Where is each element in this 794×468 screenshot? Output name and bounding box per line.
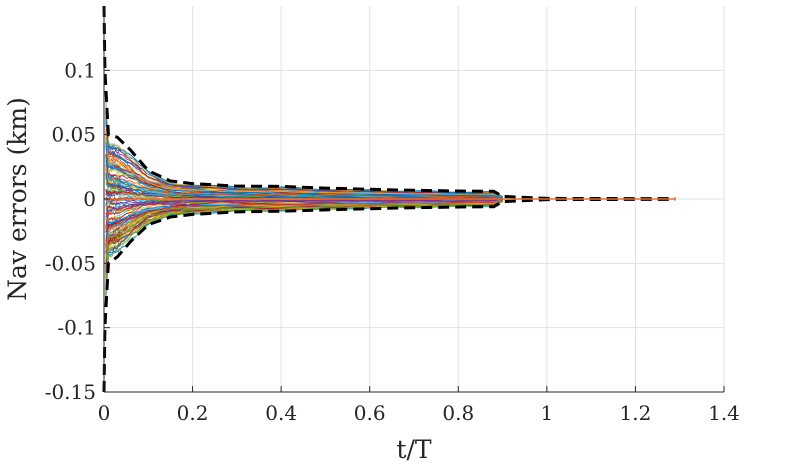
x-tick-label: 1.2 [620, 401, 652, 425]
x-axis-label: t/T [396, 435, 431, 464]
y-tick-label: 0.05 [51, 123, 96, 147]
y-tick-label: 0 [83, 187, 96, 211]
trajectory-line [105, 153, 503, 199]
x-tick-label: 0.2 [177, 401, 209, 425]
trajectory-line [105, 142, 503, 199]
trajectory-line [105, 200, 503, 289]
x-tick-label: 0.6 [354, 401, 386, 425]
x-tick-label: 1 [540, 401, 553, 425]
trajectory-line [105, 199, 503, 249]
x-tick-label: 0.8 [442, 401, 474, 425]
x-tick-label: 0 [98, 401, 111, 425]
trajectory-line [105, 198, 503, 218]
trajectory-line [105, 200, 503, 277]
y-tick-label: -0.15 [45, 380, 96, 404]
trajectory-line [105, 112, 503, 198]
trajectory-line [105, 117, 503, 198]
x-tick-label: 0.4 [265, 401, 297, 425]
trajectory-line [105, 165, 503, 199]
lower-bound-line [102, 197, 676, 393]
trajectory-line [105, 188, 503, 200]
trajectory-line [105, 138, 503, 198]
y-tick-label: -0.05 [45, 251, 96, 275]
axes [103, 6, 725, 393]
monte-carlo-runs [105, 99, 503, 302]
y-axis-label: Nav errors (km) [3, 97, 32, 301]
trajectory-line [105, 199, 503, 262]
upper-bound-line [102, 5, 676, 201]
trajectory-line [105, 199, 503, 233]
trajectory-line [105, 173, 503, 199]
tick-labels: 0 0.2 0.4 0.6 0.8 1 1.2 1.4 -0.15 -0.1 -0.05 0 0.05 0… [45, 58, 740, 425]
x-tick-label: 1.4 [708, 401, 740, 425]
bound-lines [102, 5, 676, 393]
trajectory-line [105, 200, 503, 276]
y-tick-label: 0.1 [64, 58, 96, 82]
y-tick-label: -0.1 [57, 316, 96, 340]
